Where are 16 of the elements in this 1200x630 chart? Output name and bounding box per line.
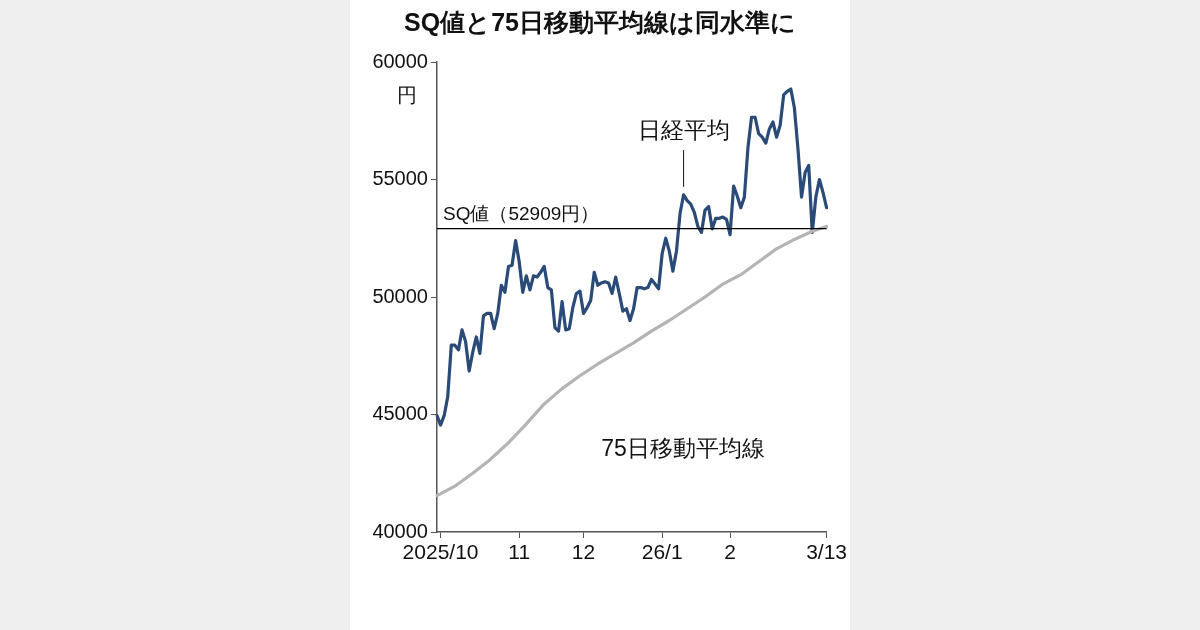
x-tick-label: 2025/10 — [402, 540, 479, 564]
series-label: 日経平均 — [637, 117, 730, 144]
text: 75日移動平均線 — [601, 435, 765, 462]
y-axis-title: 円 — [397, 83, 417, 106]
x-tick-label: 26/1 — [641, 540, 683, 564]
y-tick-label: 55000 — [372, 167, 428, 190]
y-tick-label: 40000 — [372, 519, 428, 542]
ref-line-label: SQ値（52909円） — [443, 203, 600, 225]
x-tick-label: 2 — [724, 540, 736, 564]
x-tick-label: 3/13 — [806, 540, 847, 564]
y-tick-label: 60000 — [372, 49, 428, 72]
y-tick-label: 50000 — [372, 284, 428, 307]
x-tick-label: 11 — [508, 540, 531, 564]
x-tick-label: 12 — [571, 540, 596, 564]
y-tick-label: 45000 — [372, 402, 428, 425]
chart-title: SQ値と75日移動平均線は同水準に — [403, 7, 797, 38]
